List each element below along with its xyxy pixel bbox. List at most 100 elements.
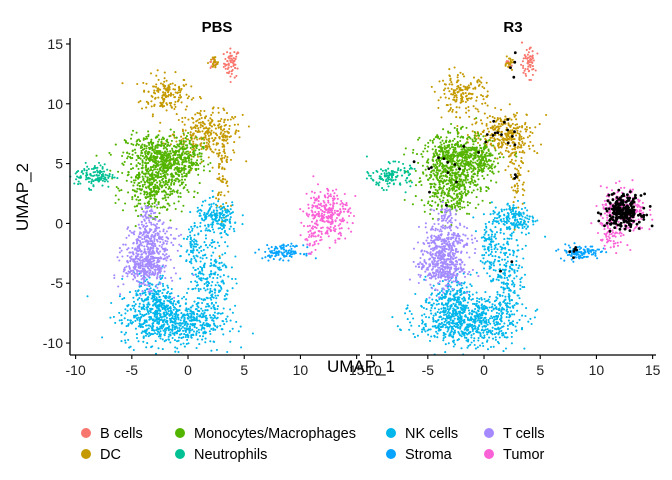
data-point: [194, 280, 197, 283]
data-point: [202, 147, 205, 150]
data-point: [192, 249, 195, 252]
data-point: [164, 309, 167, 312]
data-point: [526, 68, 529, 71]
data-point: [188, 140, 191, 144]
data-point: [164, 264, 167, 267]
data-point: [158, 179, 161, 183]
data-point: [152, 263, 155, 267]
data-point: [512, 127, 515, 130]
data-point: [431, 139, 434, 142]
data-point: [214, 284, 217, 287]
data-point: [217, 152, 221, 155]
data-point: [148, 219, 151, 222]
data-point: [162, 228, 165, 231]
data-point: [464, 107, 468, 110]
data-point: [164, 199, 168, 202]
data-point: [522, 57, 525, 60]
data-point: [97, 174, 100, 177]
data-point: [523, 123, 527, 126]
data-point: [195, 346, 198, 350]
data-point: [507, 61, 510, 65]
data-point: [210, 215, 213, 218]
data-point: [487, 130, 490, 133]
data-point: [146, 328, 149, 331]
data-point: [257, 248, 260, 251]
data-point: [216, 281, 219, 284]
data-point: [156, 69, 159, 72]
data-point: [173, 107, 176, 111]
data-point: [90, 180, 93, 183]
data-point: [142, 303, 145, 306]
data-point: [151, 318, 154, 321]
data-point: [133, 233, 136, 236]
data-point: [156, 171, 159, 175]
data-point: [280, 251, 283, 254]
data-point: [132, 253, 135, 256]
data-point: [171, 147, 174, 150]
data-point: [282, 246, 285, 249]
data-point: [160, 175, 163, 178]
data-point: [94, 167, 97, 170]
data-point: [156, 215, 159, 218]
data-point: [173, 190, 176, 193]
data-point: [141, 143, 144, 146]
data-point: [141, 175, 144, 178]
data-point: [145, 313, 148, 316]
data-point: [190, 162, 194, 165]
data-point: [207, 223, 210, 226]
data-point: [145, 298, 148, 301]
data-point: [136, 82, 139, 86]
data-point: [171, 164, 174, 167]
data-point: [167, 237, 170, 240]
data-point: [509, 63, 512, 66]
data-point: [495, 119, 498, 122]
data-point: [474, 107, 477, 110]
data-point: [526, 61, 529, 64]
data-point: [173, 136, 176, 139]
data-point: [189, 241, 192, 244]
data-point: [199, 162, 202, 165]
data-point: [204, 136, 207, 139]
data-point: [459, 83, 462, 86]
data-point: [235, 55, 238, 58]
data-point: [143, 89, 146, 92]
data-point: [477, 84, 480, 87]
data-point: [186, 97, 189, 100]
data-point: [165, 208, 168, 212]
data-point: [328, 246, 331, 249]
data-point: [165, 148, 168, 151]
data-point: [506, 138, 509, 141]
data-point: [338, 227, 341, 230]
data-point: [489, 142, 493, 145]
data-point: [215, 63, 218, 66]
data-point: [156, 304, 159, 307]
data-point: [156, 155, 159, 158]
data-point: [155, 316, 158, 319]
data-point: [224, 154, 227, 158]
data-point: [234, 221, 237, 224]
data-point: [500, 146, 503, 149]
data-point: [207, 156, 210, 159]
data-point: [208, 330, 211, 333]
data-point: [510, 118, 513, 121]
data-point: [189, 131, 192, 134]
data-point: [175, 113, 178, 116]
data-point: [230, 65, 233, 68]
data-point: [465, 111, 468, 114]
data-point: [180, 327, 183, 330]
data-point: [483, 112, 486, 115]
data-point: [231, 211, 234, 214]
data-point: [142, 274, 145, 277]
data-point: [143, 235, 146, 238]
data-point: [124, 339, 127, 342]
data-point: [176, 91, 180, 94]
data-point: [225, 297, 228, 300]
data-point: [319, 190, 322, 194]
data-point: [144, 334, 148, 337]
data-point: [343, 219, 346, 222]
data-point: [305, 252, 308, 255]
data-point: [176, 249, 179, 252]
data-point: [118, 311, 121, 314]
data-point: [204, 337, 207, 340]
data-point: [169, 92, 173, 95]
